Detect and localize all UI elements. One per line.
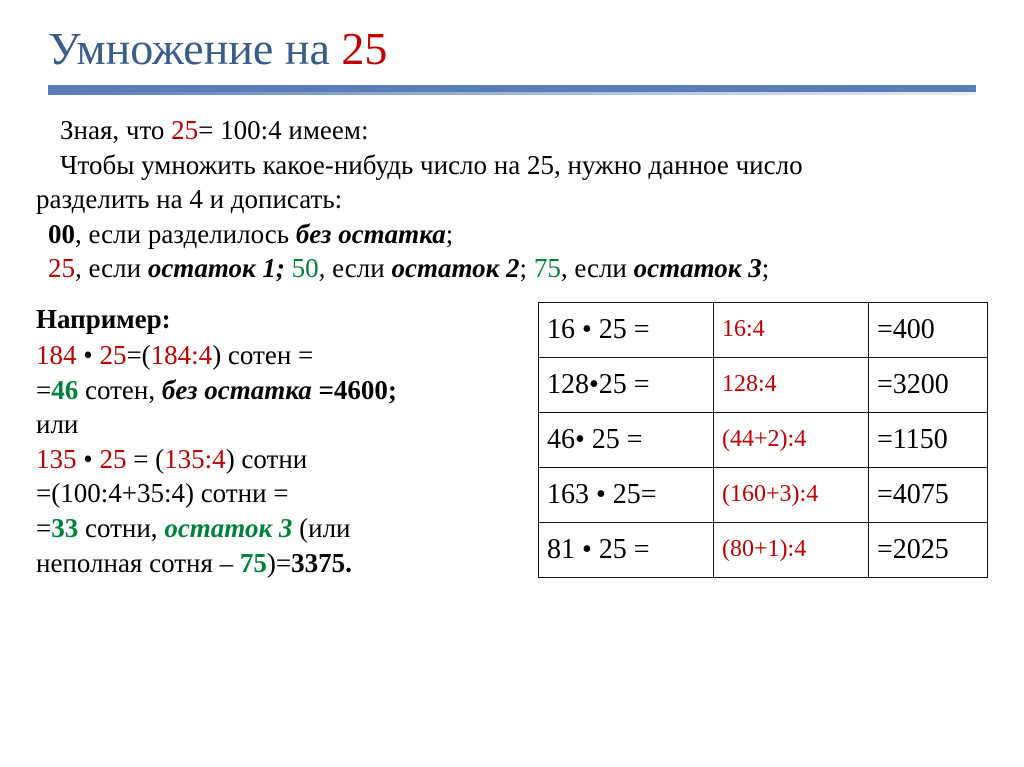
e1e: 184:4 xyxy=(151,340,213,370)
e2c: сотен, xyxy=(78,375,162,405)
remainder-rules: 00, если разделилось без остатка; 25, ес… xyxy=(48,217,988,286)
e6c: )= xyxy=(267,548,291,578)
table-cell-step: (44+2):4 xyxy=(714,412,869,467)
table-cell-step: (80+1):4 xyxy=(714,522,869,577)
table-cell-problem: 16 • 25 = xyxy=(539,302,714,357)
e6b: 75 xyxy=(240,548,267,578)
e5a: = xyxy=(36,513,51,543)
table-cell-step: 128:4 xyxy=(714,357,869,412)
intro-l3: разделить на 4 и дописать: xyxy=(36,182,988,217)
e3a: 135 xyxy=(36,444,77,474)
table-cell-problem: 46• 25 = xyxy=(539,412,714,467)
title-prefix: Умножение на xyxy=(48,23,341,74)
table-cell-problem: 163 • 25= xyxy=(539,467,714,522)
e3d: = ( xyxy=(126,444,164,474)
r1c: остаток 1; xyxy=(148,253,292,283)
e3e: 135:4 xyxy=(164,444,226,474)
e1d: =( xyxy=(126,340,150,370)
r0d: ; xyxy=(446,219,454,249)
table-cell-result: =4075 xyxy=(869,467,988,522)
r2a: 50 xyxy=(292,253,319,283)
e3f: ) сотни xyxy=(226,444,308,474)
table-row: 16 • 25 =16:4=400 xyxy=(539,302,988,357)
r0b: , если разделилось xyxy=(75,219,296,249)
e5b: 33 xyxy=(51,513,78,543)
e5c: сотни, xyxy=(78,513,164,543)
calc-tbody: 16 • 25 =16:4=400128•25 =128:4=320046• 2… xyxy=(539,302,988,577)
example-line5: =33 сотни, остаток 3 (или xyxy=(36,511,528,546)
intro-l1a: Зная, что xyxy=(60,115,171,145)
example-line3: 135 • 25 = (135:4) сотни xyxy=(36,442,528,477)
example-or: или xyxy=(36,407,528,442)
r2b: , если xyxy=(319,253,392,283)
e1f: ) сотен = xyxy=(212,340,313,370)
columns: Например: 184 • 25=(184:4) сотен = =46 с… xyxy=(36,302,988,580)
e1b: • xyxy=(77,340,100,370)
r2c: остаток 2 xyxy=(391,253,519,283)
table-cell-result: =400 xyxy=(869,302,988,357)
e3c: 25 xyxy=(99,444,126,474)
r0c: без остатка xyxy=(296,219,446,249)
r2d: ; xyxy=(520,253,534,283)
intro-l1c: = 100:4 имеем: xyxy=(198,115,368,145)
e5e: (или xyxy=(292,513,350,543)
table-cell-step: 16:4 xyxy=(714,302,869,357)
table-cell-problem: 81 • 25 = xyxy=(539,522,714,577)
e5d: остаток 3 xyxy=(164,513,292,543)
example-line4: =(100:4+35:4) сотни = xyxy=(36,476,528,511)
table-cell-step: (160+3):4 xyxy=(714,467,869,522)
r1b: , если xyxy=(75,253,148,283)
e2f: 4600; xyxy=(334,375,397,405)
title-number: 25 xyxy=(341,23,387,74)
r3b: , если xyxy=(561,253,634,283)
e1c: 25 xyxy=(99,340,126,370)
table-row: 163 • 25=(160+3):4=4075 xyxy=(539,467,988,522)
example-block: Например: 184 • 25=(184:4) сотен = =46 с… xyxy=(36,302,528,580)
table-row: 128•25 =128:4=3200 xyxy=(539,357,988,412)
e2e: = xyxy=(319,375,334,405)
e2a: = xyxy=(36,375,51,405)
r3c: остаток 3 xyxy=(634,253,762,283)
table-cell-problem: 128•25 = xyxy=(539,357,714,412)
example-header: Например: xyxy=(36,302,528,337)
example-line1: 184 • 25=(184:4) сотен = xyxy=(36,338,528,373)
r3a: 75 xyxy=(534,253,561,283)
intro-l2: Чтобы умножить какое-нибудь число на 25,… xyxy=(60,150,803,180)
table-cell-result: =2025 xyxy=(869,522,988,577)
intro-l1b: 25 xyxy=(171,115,198,145)
e2d: без остатка xyxy=(162,375,319,405)
e2b: 46 xyxy=(51,375,78,405)
r0a: 00 xyxy=(48,219,75,249)
table-cell-result: =1150 xyxy=(869,412,988,467)
calc-table: 16 • 25 =16:4=400128•25 =128:4=320046• 2… xyxy=(538,302,988,578)
e6a: неполная сотня – xyxy=(36,548,240,578)
e1a: 184 xyxy=(36,340,77,370)
example-line6: неполная сотня – 75)=3375. xyxy=(36,546,528,581)
example-line2: =46 сотен, без остатка =4600; xyxy=(36,373,528,408)
table-cell-result: =3200 xyxy=(869,357,988,412)
table-row: 81 • 25 =(80+1):4=2025 xyxy=(539,522,988,577)
table-block: 16 • 25 =16:4=400128•25 =128:4=320046• 2… xyxy=(538,302,988,580)
table-row: 46• 25 =(44+2):4=1150 xyxy=(539,412,988,467)
e6d: 3375. xyxy=(291,548,352,578)
r1a: 25 xyxy=(48,253,75,283)
e3b: • xyxy=(77,444,100,474)
page-title: Умножение на 25 xyxy=(48,22,976,75)
intro-block: Зная, что 25= 100:4 имеем: Чтобы умножит… xyxy=(60,113,988,182)
r3d: ; xyxy=(762,253,770,283)
content-area: Зная, что 25= 100:4 имеем: Чтобы умножит… xyxy=(0,95,1024,580)
divider-thick xyxy=(48,85,976,92)
title-bar: Умножение на 25 xyxy=(0,0,1024,85)
